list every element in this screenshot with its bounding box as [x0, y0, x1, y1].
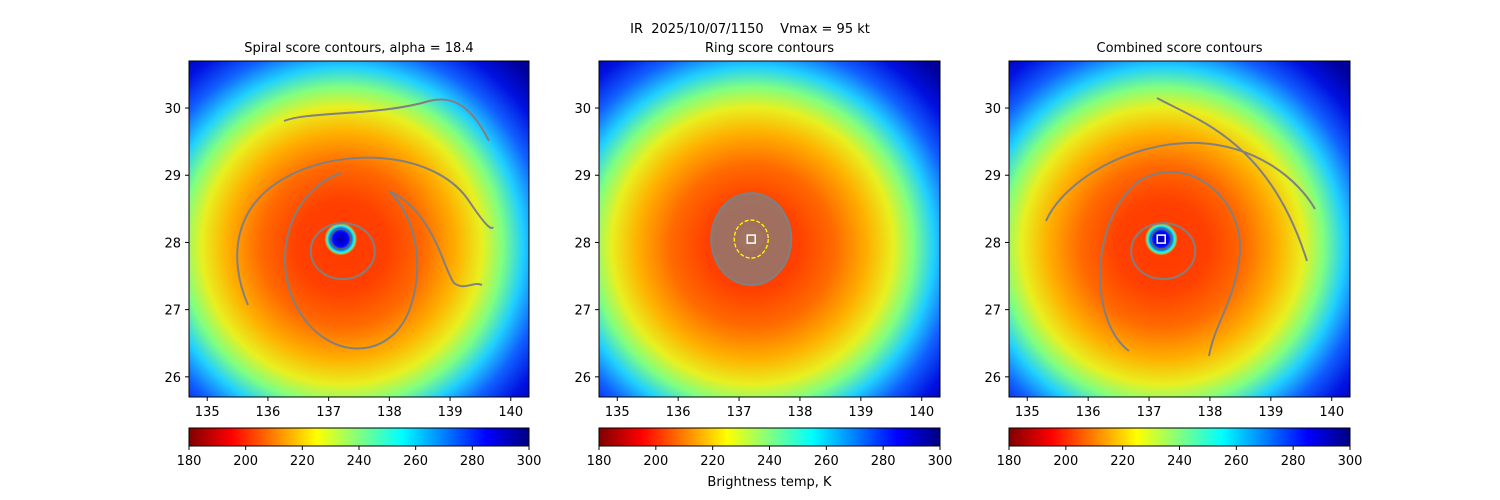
colorbar-tick-label: 280 — [871, 454, 896, 469]
x-tick-label: 136 — [1076, 405, 1101, 420]
eye-region — [324, 223, 357, 256]
y-tick-label: 29 — [984, 169, 1001, 184]
colorbar-gradient — [1008, 427, 1351, 447]
panel-3: Combined score contours 135 136 137 138 139 14… — [984, 41, 1362, 469]
panel-2: Ring score contours 135 136 137 138 139 140 26 2… — [574, 41, 952, 469]
axes-frame — [598, 60, 941, 398]
colorbar-tick-label: 220 — [1110, 454, 1135, 469]
ring-contour-cluster — [710, 192, 793, 287]
x-tick-label: 135 — [195, 405, 220, 420]
eye-ring-contour — [1150, 228, 1172, 250]
y-tick-label: 29 — [164, 169, 181, 184]
y-tick-label: 29 — [574, 169, 591, 184]
brightness-background — [1009, 61, 1350, 397]
y-tick-label: 30 — [984, 102, 1001, 117]
colorbar-tick-label: 300 — [928, 454, 953, 469]
colorbar-gradient — [598, 427, 941, 447]
x-tick-label: 135 — [1015, 405, 1040, 420]
x-tick-label: 139 — [1258, 405, 1283, 420]
eye-ring-contour — [330, 228, 352, 250]
figure-suptitle: IR 2025/10/07/1150 Vmax = 95 kt — [630, 22, 870, 37]
axes-frame — [1008, 60, 1351, 398]
x-tick-label: 139 — [438, 405, 463, 420]
y-tick-label: 28 — [984, 236, 1001, 251]
center-marker — [1156, 234, 1166, 244]
colorbar-tick-label: 300 — [1338, 454, 1363, 469]
x-tick-label: 136 — [666, 405, 691, 420]
brightness-field — [1009, 61, 1350, 397]
y-tick-label: 26 — [984, 371, 1001, 386]
brightness-field — [189, 61, 529, 397]
colorbar-label: Brightness temp, K — [707, 475, 832, 490]
y-tick-label: 27 — [574, 304, 591, 319]
y-tick-label: 28 — [164, 236, 181, 251]
colorbar-tick-label: 240 — [347, 454, 372, 469]
x-tick-label: 138 — [788, 405, 813, 420]
colorbar-tick-label: 240 — [757, 454, 782, 469]
panel-title: Spiral score contours, alpha = 18.4 — [244, 41, 473, 56]
spiral-inner-contour — [1130, 222, 1197, 281]
x-tick-label: 140 — [1319, 405, 1344, 420]
y-tick-label: 26 — [574, 371, 591, 386]
colorbar-tick-label: 260 — [403, 454, 428, 469]
colorbar: 180 200 220 240 260 280 300 — [997, 427, 1363, 469]
colorbar-tick-label: 180 — [997, 454, 1022, 469]
center-marker — [746, 234, 756, 244]
spiral-outer-contour — [236, 156, 494, 306]
spiral-upper-contour — [1156, 97, 1308, 262]
colorbar-tick-label: 200 — [1053, 454, 1078, 469]
x-tick-label: 139 — [848, 405, 873, 420]
colorbar-tick-label: 180 — [177, 454, 202, 469]
y-tick-label: 28 — [574, 236, 591, 251]
colorbar-tick-label: 200 — [233, 454, 258, 469]
x-tick-label: 137 — [1137, 405, 1162, 420]
spiral-upper-contour — [283, 98, 490, 142]
colorbar-tick-label: 220 — [290, 454, 315, 469]
spiral-inner-contour — [309, 222, 376, 281]
ring-dashed-circle — [733, 219, 769, 259]
spiral-middle-contour — [1099, 171, 1242, 357]
colorbar-tick-label: 300 — [517, 454, 542, 469]
x-tick-label: 138 — [377, 405, 402, 420]
brightness-background — [189, 61, 529, 397]
colorbar-tick-label: 180 — [587, 454, 612, 469]
x-tick-label: 140 — [909, 405, 934, 420]
panel-title: Ring score contours — [705, 41, 834, 56]
axes-frame — [188, 60, 530, 398]
x-tick-label: 136 — [256, 405, 281, 420]
colorbar-tick-label: 280 — [1281, 454, 1306, 469]
colorbar: 180 200 220 240 260 280 300 — [587, 427, 953, 469]
y-tick-label: 27 — [984, 304, 1001, 319]
y-tick-label: 30 — [574, 102, 591, 117]
y-tick-label: 26 — [164, 371, 181, 386]
colorbar-tick-label: 260 — [814, 454, 839, 469]
spiral-middle-contour — [284, 172, 483, 350]
colorbar-tick-label: 280 — [460, 454, 485, 469]
spiral-outer-contour — [1045, 141, 1316, 222]
panel-1: Spiral score contours, alpha = 18.4 135 13… — [164, 41, 541, 469]
colorbar-gradient — [188, 427, 530, 447]
x-tick-label: 138 — [1198, 405, 1223, 420]
x-tick-label: 135 — [605, 405, 630, 420]
colorbar-tick-label: 240 — [1167, 454, 1192, 469]
eye-region — [1145, 223, 1178, 256]
x-tick-label: 140 — [498, 405, 523, 420]
y-tick-label: 30 — [164, 102, 181, 117]
y-tick-label: 27 — [164, 304, 181, 319]
x-tick-label: 137 — [316, 405, 341, 420]
panel-title: Combined score contours — [1097, 41, 1263, 56]
x-tick-label: 137 — [727, 405, 752, 420]
colorbar: 180 200 220 240 260 280 300 — [177, 427, 542, 469]
colorbar-tick-label: 220 — [700, 454, 725, 469]
colorbar-tick-label: 200 — [643, 454, 668, 469]
brightness-field — [599, 61, 940, 397]
colorbar-tick-label: 260 — [1224, 454, 1249, 469]
